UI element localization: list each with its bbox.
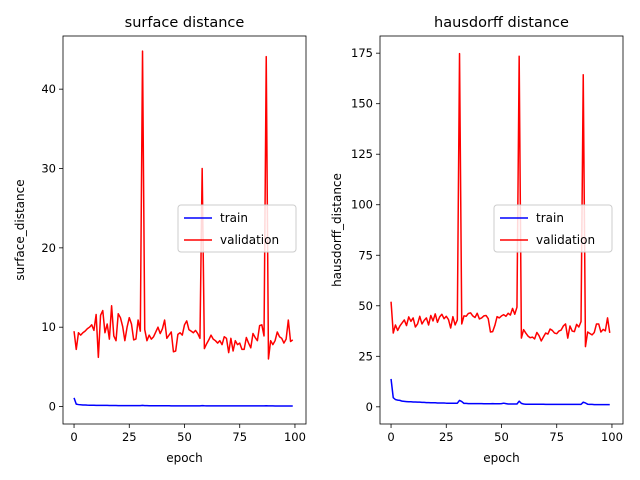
y-tick-label: 175 <box>351 46 373 60</box>
x-axis-label: epoch <box>166 451 203 465</box>
y-tick-label: 150 <box>351 97 373 111</box>
chart-title: surface distance <box>125 15 245 31</box>
y-tick-label: 40 <box>41 82 56 96</box>
x-tick-label: 0 <box>387 430 394 444</box>
y-tick-label: 20 <box>41 241 56 255</box>
legend-label-validation: validation <box>220 233 279 247</box>
series-line-train <box>390 378 610 406</box>
legend-label-validation: validation <box>536 233 595 247</box>
series-line-validation <box>390 52 611 348</box>
x-tick-label: 50 <box>177 430 192 444</box>
y-tick-label: 10 <box>41 320 56 334</box>
legend-label-train: train <box>220 211 248 225</box>
y-axis-label: hausdorff_distance <box>330 173 344 287</box>
surface-distance-chart: surface distance epoch surface_distance … <box>13 15 307 465</box>
y-axis-label: surface_distance <box>13 179 27 280</box>
y-tick-label: 0 <box>366 400 373 414</box>
legend-label-train: train <box>536 211 564 225</box>
chart-title: hausdorff distance <box>434 15 569 31</box>
x-axis-label: epoch <box>483 451 520 465</box>
series-line-train <box>73 397 293 407</box>
chart-legend: train validation <box>177 204 297 253</box>
y-tick-label: 30 <box>41 162 56 176</box>
x-tick-label: 100 <box>601 430 623 444</box>
x-tick-label: 75 <box>549 430 564 444</box>
y-tick-label: 0 <box>49 400 56 414</box>
y-tick-label: 50 <box>358 299 373 313</box>
y-tick-label: 100 <box>351 198 373 212</box>
x-tick-label: 0 <box>70 430 77 444</box>
x-tick-label: 25 <box>122 430 137 444</box>
y-tick-label: 75 <box>358 248 373 262</box>
y-tick-label: 25 <box>358 349 373 363</box>
x-tick-label: 50 <box>494 430 509 444</box>
hausdorff-distance-chart: hausdorff distance epoch hausdorff_dista… <box>330 15 624 465</box>
series-line-validation <box>73 50 294 360</box>
y-tick-label: 125 <box>351 147 373 161</box>
x-tick-label: 75 <box>232 430 247 444</box>
chart-legend: train validation <box>493 204 613 253</box>
x-tick-label: 100 <box>284 430 306 444</box>
x-tick-label: 25 <box>439 430 454 444</box>
